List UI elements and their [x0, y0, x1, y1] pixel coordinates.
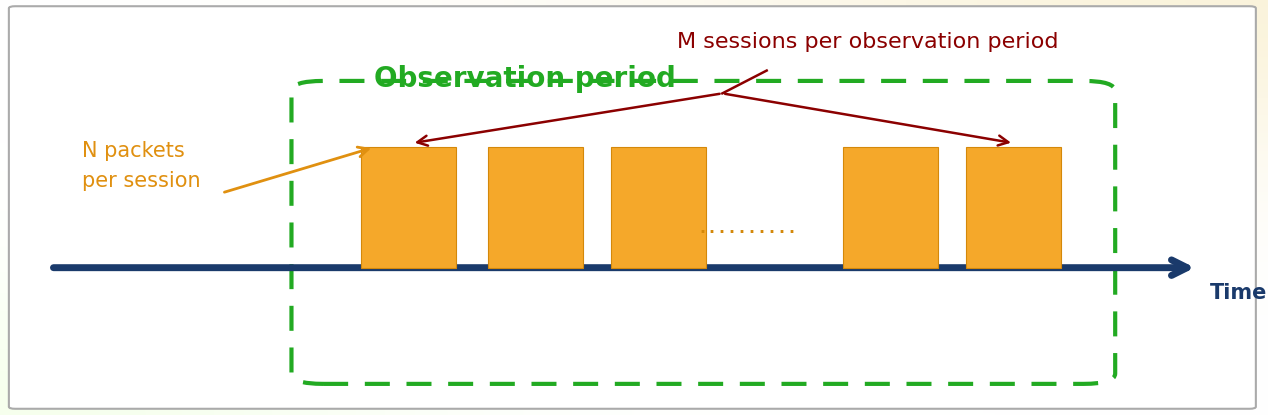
Text: M sessions per observation period: M sessions per observation period [677, 32, 1059, 51]
Bar [611, 147, 705, 268]
Text: N packets
per session: N packets per session [82, 141, 201, 191]
Bar [842, 147, 938, 268]
Bar [361, 147, 456, 268]
Text: Observation period: Observation period [374, 65, 676, 93]
Text: Time: Time [1210, 283, 1267, 303]
Bar [488, 147, 582, 268]
Text: ..........: .......... [698, 219, 797, 237]
Bar [965, 147, 1061, 268]
FancyBboxPatch shape [9, 6, 1256, 409]
